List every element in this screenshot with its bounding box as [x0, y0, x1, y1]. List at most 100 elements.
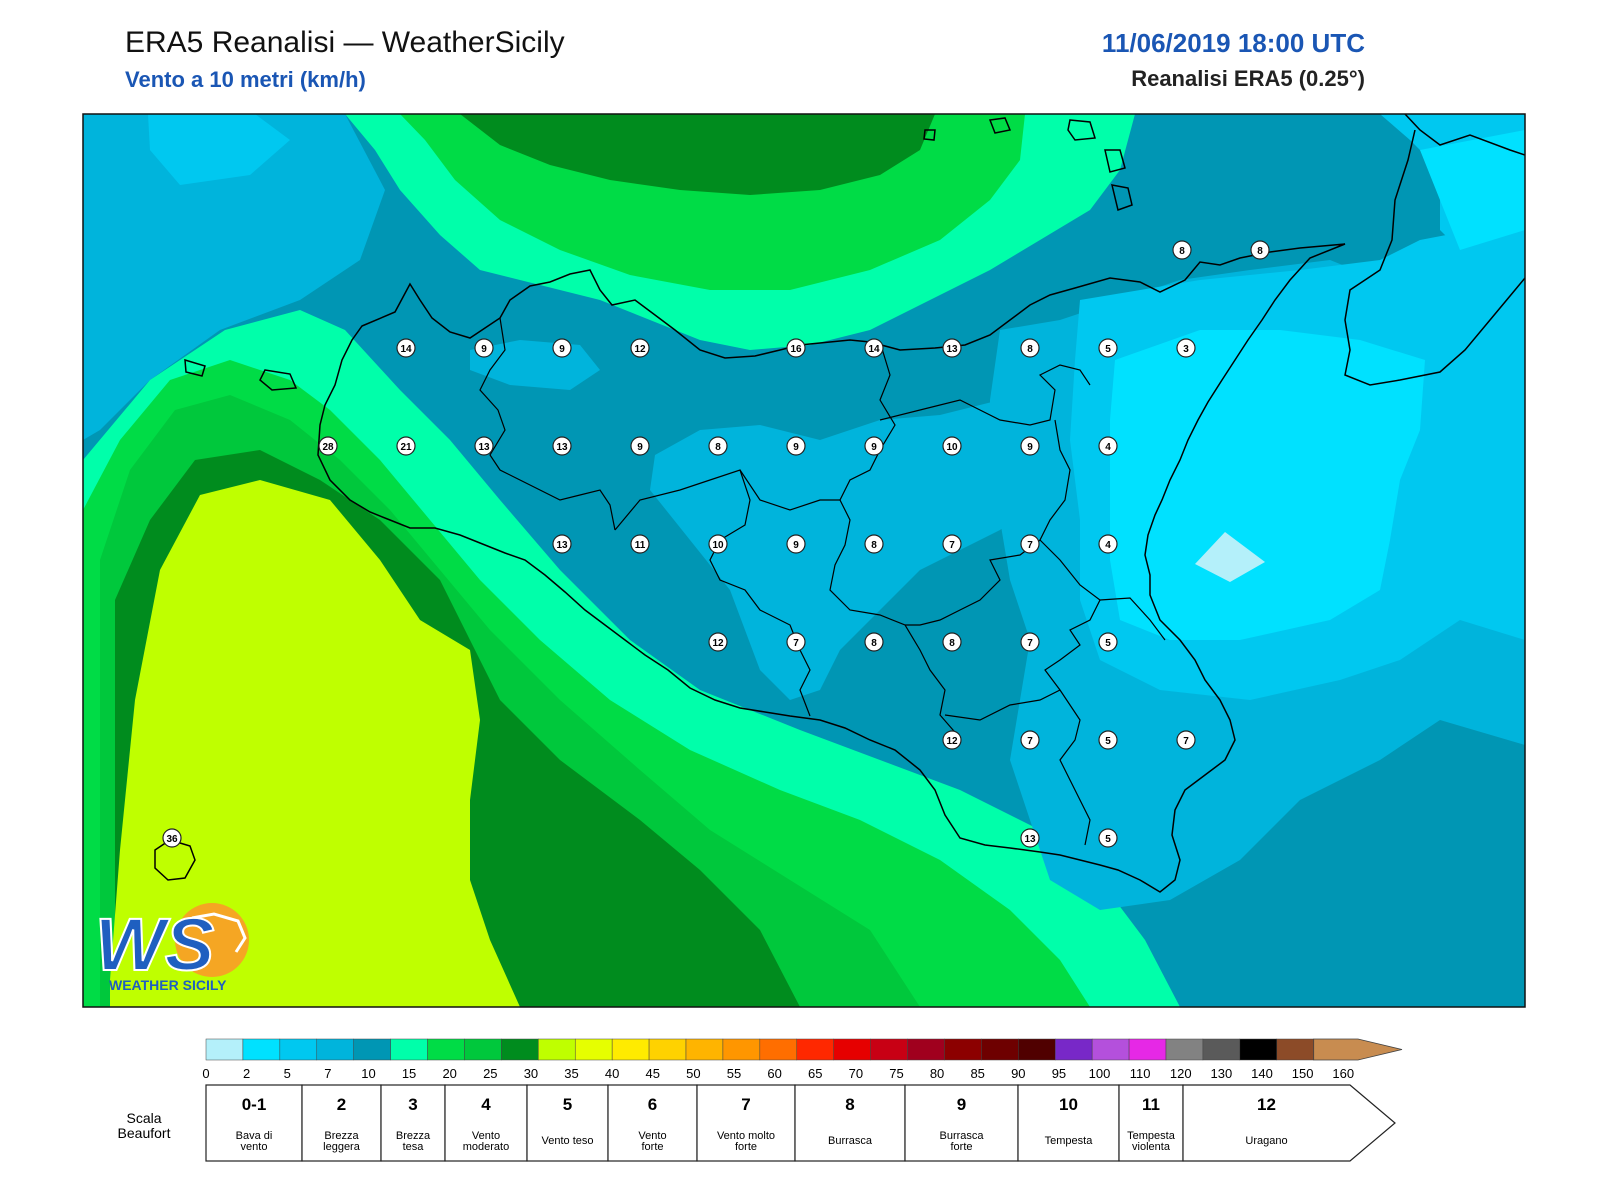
beaufort-description: Tempesta	[1045, 1135, 1094, 1147]
wind-value-marker: 9	[1020, 436, 1040, 456]
wind-value-label: 8	[871, 540, 877, 551]
color-scale-segment	[1091, 1038, 1130, 1061]
color-scale-tick-label: 130	[1211, 1066, 1233, 1081]
wind-value-marker: 9	[786, 534, 806, 554]
beaufort-class: 6 Vento forte	[607, 1084, 698, 1162]
color-scale-segment	[648, 1038, 687, 1061]
beaufort-description: Uragano	[1245, 1135, 1287, 1147]
beaufort-class: 5 Vento teso	[526, 1084, 609, 1162]
color-scale-tick-label: 140	[1251, 1066, 1273, 1081]
wind-value-label: 8	[871, 638, 877, 649]
color-scale-tick-label: 80	[930, 1066, 944, 1081]
wind-value-label: 10	[946, 442, 958, 453]
wind-value-label: 8	[1257, 246, 1263, 257]
color-scale-tick-label: 40	[605, 1066, 619, 1081]
wind-value-label: 9	[481, 344, 487, 355]
beaufort-number: 12	[1257, 1095, 1276, 1114]
beaufort-number: 8	[845, 1095, 854, 1114]
beaufort-description: Tempesta violenta	[1127, 1130, 1176, 1153]
color-scale-segment	[353, 1038, 391, 1061]
wind-value-label: 14	[868, 344, 880, 355]
wind-value-marker: 14	[864, 338, 884, 358]
color-scale-segment	[390, 1038, 428, 1061]
color-scale-segment	[759, 1038, 798, 1061]
wind-value-label: 8	[1179, 246, 1185, 257]
color-scale-segment	[427, 1038, 465, 1061]
beaufort-class: 3 Brezza tesa	[380, 1084, 446, 1162]
color-scale-segment	[1054, 1038, 1093, 1061]
beaufort-class: 0-1 Bava di vento	[205, 1084, 303, 1162]
map-title: ERA5 Reanalisi — WeatherSicily	[125, 26, 565, 59]
wind-value-marker: 4	[1098, 534, 1118, 554]
wind-value-marker: 21	[396, 436, 416, 456]
color-scale-segment	[574, 1038, 613, 1061]
wind-value-marker: 13	[552, 436, 572, 456]
wind-value-marker: 9	[474, 338, 494, 358]
wind-value-label: 7	[1027, 540, 1033, 551]
beaufort-number: 6	[648, 1095, 657, 1114]
wind-value-label: 12	[712, 638, 724, 649]
beaufort-description: Vento molto forte	[717, 1130, 775, 1153]
color-scale-tick-label: 55	[727, 1066, 741, 1081]
color-scale-segment	[205, 1038, 244, 1061]
color-scale-tick-label: 2	[243, 1066, 250, 1081]
color-scale-segment	[1239, 1038, 1278, 1061]
beaufort-description: Burrasca forte	[939, 1130, 984, 1153]
color-scale-tick-label: 120	[1170, 1066, 1192, 1081]
wind-value-label: 9	[559, 344, 565, 355]
color-scale-tick-label: 10	[361, 1066, 375, 1081]
wind-value-label: 13	[556, 540, 568, 551]
beaufort-class: 12 Uragano	[1182, 1084, 1396, 1162]
color-scale-tick-label: 65	[808, 1066, 822, 1081]
beaufort-number: 10	[1059, 1095, 1078, 1114]
wind-value-label: 13	[556, 442, 568, 453]
wind-value-marker: 4	[1098, 436, 1118, 456]
forecast-datetime: 11/06/2019 18:00 UTC	[1101, 28, 1365, 58]
color-scale-tick-label: 60	[767, 1066, 781, 1081]
wind-value-label: 12	[634, 344, 646, 355]
wind-value-label: 16	[790, 344, 802, 355]
wind-value-marker: 5	[1098, 338, 1118, 358]
beaufort-number: 7	[741, 1095, 750, 1114]
wind-value-label: 5	[1105, 736, 1111, 747]
color-scale-segment	[242, 1038, 281, 1061]
wind-value-marker: 7	[1020, 534, 1040, 554]
color-scale-segment	[501, 1038, 539, 1061]
color-scale-tick-label: 0	[202, 1066, 209, 1081]
color-scale-tick-label: 5	[284, 1066, 291, 1081]
color-scale-segment	[944, 1038, 982, 1061]
wind-value-label: 28	[322, 442, 334, 453]
wind-value-label: 14	[400, 344, 412, 355]
wind-value-label: 5	[1105, 344, 1111, 355]
color-scale-ticks: 0 2 5 7 10 15 20 25 30 35 40 45 50 55 60 65 70 75 80 85 90 95…	[202, 1066, 1354, 1081]
wind-value-label: 7	[949, 540, 955, 551]
beaufort-label: Scala Beaufort	[118, 1110, 171, 1141]
wind-value-marker: 11	[630, 534, 650, 554]
beaufort-class: 2 Brezza leggera	[301, 1084, 382, 1162]
wind-value-marker: 8	[864, 632, 884, 652]
beaufort-description: Vento moderato	[463, 1130, 509, 1153]
coastline	[154, 114, 1525, 893]
wind-value-label: 11	[635, 540, 646, 551]
color-scale-segment	[833, 1038, 871, 1061]
wind-value-marker: 36	[162, 828, 182, 848]
color-scale-tick-label: 110	[1130, 1066, 1151, 1081]
color-scale-segment	[685, 1038, 724, 1061]
color-scale-tick-label: 15	[402, 1066, 416, 1081]
wind-value-marker: 8	[1250, 240, 1270, 260]
color-scale-tick-label: 150	[1292, 1066, 1314, 1081]
wind-value-label: 36	[166, 834, 178, 845]
color-scale-tick-label: 75	[889, 1066, 903, 1081]
logo-name: WEATHER SICILY	[109, 977, 227, 993]
beaufort-class: 11 Tempesta violenta	[1118, 1084, 1184, 1162]
wind-value-markers: 8 8 14 9 9 12 16 14 13 8 5 3 28 21 13 13 9 8 9 9 10 9 4 13 11 10 9…	[162, 240, 1270, 848]
wind-value-marker: 13	[474, 436, 494, 456]
wind-value-label: 4	[1105, 442, 1111, 453]
color-scale-segment	[1165, 1038, 1204, 1061]
color-scale-segment	[870, 1038, 908, 1061]
wind-value-label: 7	[1027, 736, 1033, 747]
beaufort-scale: 0-1 Bava di vento 2 Brezza leggera 3 Brezza tesa…	[205, 1084, 1396, 1162]
color-scale-tick-label: 100	[1089, 1066, 1111, 1081]
color-scale-segment	[464, 1038, 502, 1061]
